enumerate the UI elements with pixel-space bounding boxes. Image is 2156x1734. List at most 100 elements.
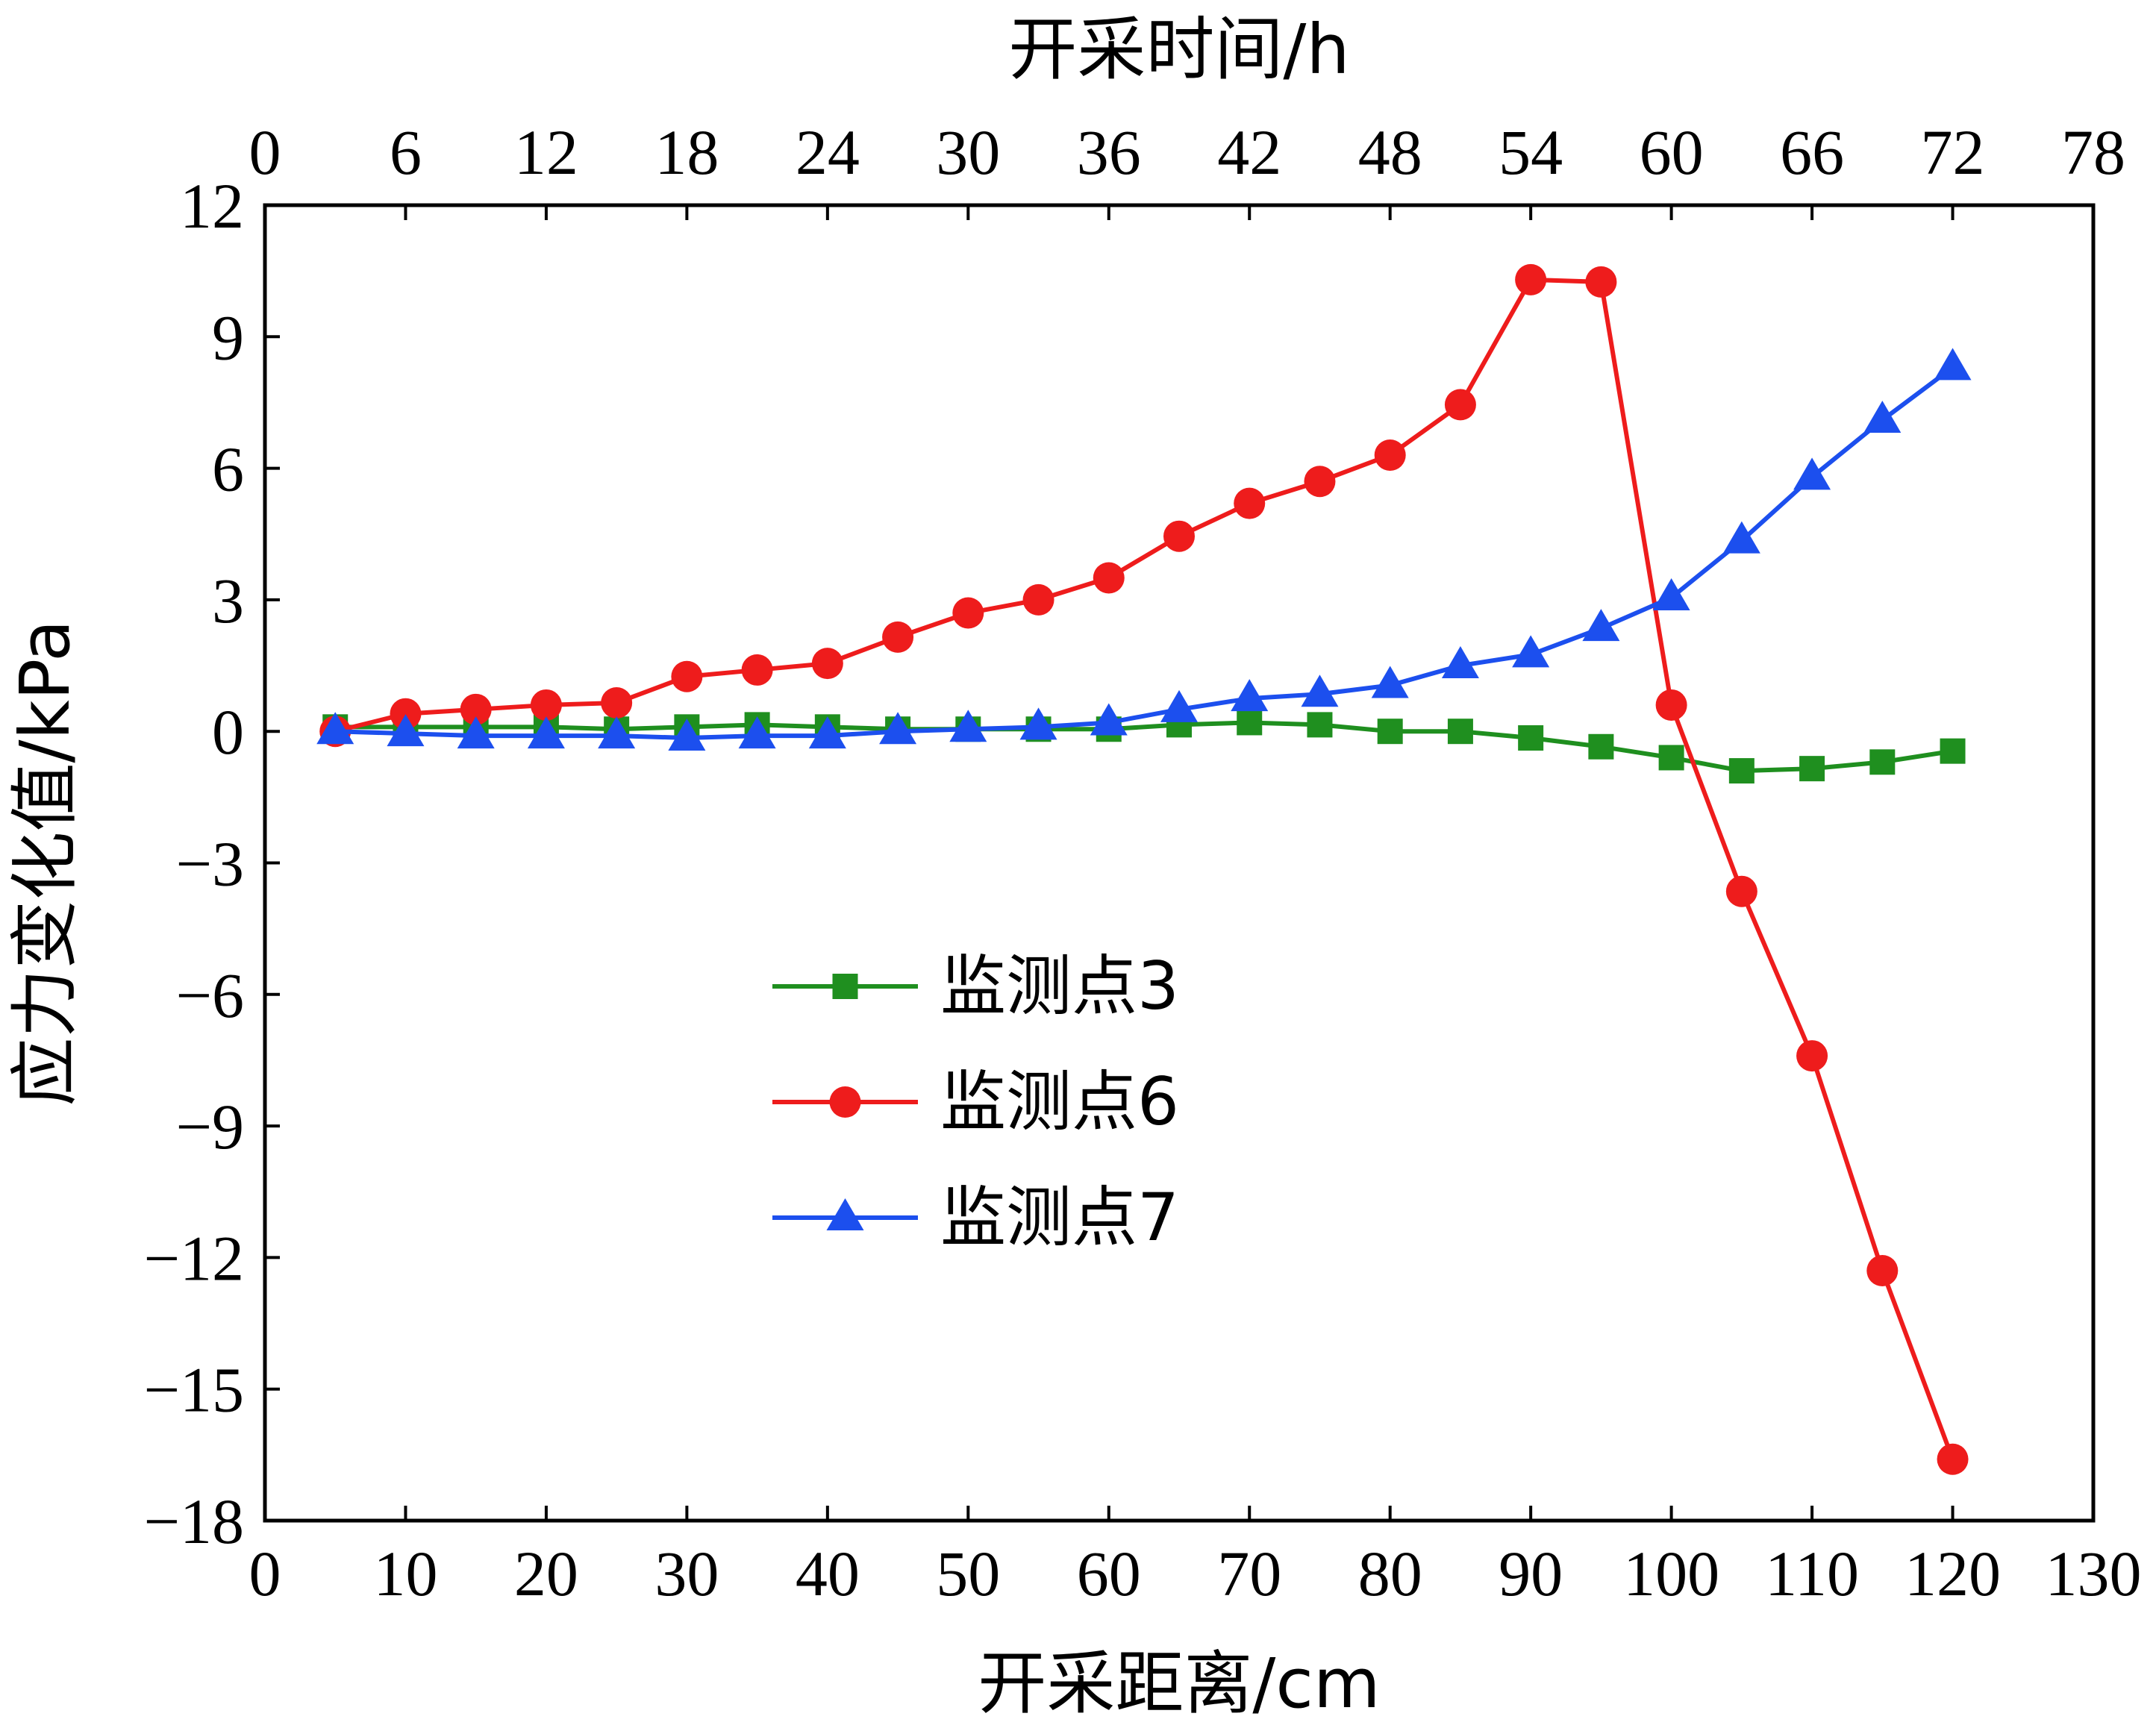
data-point: [1019, 707, 1057, 740]
data-point: [1374, 439, 1406, 471]
data-point: [1582, 609, 1620, 642]
x-tick-label: 0: [249, 1538, 281, 1609]
y-tick-label: −12: [143, 1222, 244, 1294]
y-tick-label: −3: [175, 828, 244, 900]
series-line: [335, 366, 1955, 741]
y-tick-label: 0: [212, 696, 244, 768]
y-tick-label: 12: [180, 170, 244, 242]
data-point: [387, 714, 425, 747]
y-tick-label: −6: [175, 960, 244, 1031]
data-point: [949, 710, 987, 742]
legend-label: 监测点7: [940, 1179, 1179, 1256]
x-tick-label: 130: [2046, 1538, 2142, 1609]
legend-label: 监测点3: [940, 948, 1179, 1024]
legend-marker: [832, 974, 858, 999]
legend: 监测点3 监测点6 监测点7: [772, 948, 1179, 1256]
y-axis-title: 应力变化值/kPa: [5, 620, 85, 1107]
data-point: [1234, 487, 1266, 519]
data-point: [1301, 674, 1339, 707]
data-point: [1725, 875, 1757, 907]
data-point: [1652, 578, 1690, 610]
data-point: [1377, 719, 1403, 745]
data-point: [1022, 583, 1054, 616]
x-tick-label: 30: [654, 1538, 719, 1609]
data-point: [457, 716, 495, 749]
x2-axis-title: 开采时间/h: [1008, 10, 1349, 90]
x-tick-label: 70: [1217, 1538, 1281, 1609]
y-tick-label: −18: [143, 1486, 244, 1557]
data-point: [671, 660, 703, 692]
x-tick-label: 90: [1499, 1538, 1563, 1609]
x-tick-label: 10: [373, 1538, 437, 1609]
data-point: [527, 716, 565, 749]
x2-tick-label: 24: [796, 116, 860, 188]
data-point: [1722, 521, 1760, 554]
data-point: [1304, 466, 1336, 498]
data-point: [1793, 457, 1831, 490]
data-point: [1163, 520, 1195, 552]
data-point: [1799, 756, 1825, 782]
ticks-layer: [263, 204, 2095, 1522]
data-point: [879, 712, 917, 745]
legend-marker: [826, 1198, 864, 1230]
data-point: [1863, 400, 1902, 433]
x2-tick-label: 18: [654, 116, 719, 188]
x-tick-label: 20: [514, 1538, 578, 1609]
data-point: [808, 716, 846, 749]
data-point: [811, 648, 843, 680]
data-point: [1869, 749, 1896, 775]
data-point: [1655, 689, 1687, 721]
x-tick-label: 100: [1623, 1538, 1719, 1609]
data-point: [1937, 1443, 1969, 1475]
data-point: [1307, 712, 1333, 738]
y-tick-label: 3: [212, 565, 244, 636]
data-point: [1934, 348, 1972, 381]
legend-item: 监测点6: [772, 1063, 1179, 1140]
data-point: [1588, 733, 1614, 760]
data-point: [1728, 758, 1755, 784]
legend-item: 监测点7: [772, 1179, 1179, 1256]
legend-item: 监测点3: [772, 948, 1179, 1024]
x2-tick-label: 12: [514, 116, 578, 188]
x2-tick-label: 78: [2061, 116, 2125, 188]
data-point: [316, 712, 354, 745]
data-point: [460, 693, 492, 725]
series-2: [319, 263, 1969, 1475]
data-point: [1444, 389, 1476, 421]
data-point: [952, 597, 984, 629]
data-point: [1658, 745, 1684, 771]
x2-tick-label: 48: [1358, 116, 1422, 188]
x2-tick-label: 6: [390, 116, 422, 188]
x-tick-label: 60: [1077, 1538, 1141, 1609]
x-tick-label: 120: [1905, 1538, 2001, 1609]
x2-tick-label: 42: [1217, 116, 1281, 188]
data-point: [390, 698, 422, 730]
data-point: [1237, 710, 1263, 736]
series-line: [334, 277, 1955, 1460]
data-point: [1940, 738, 1966, 764]
x2-tick-label: 36: [1077, 116, 1141, 188]
y-tick-label: 6: [212, 434, 244, 505]
data-point: [1371, 666, 1409, 698]
data-point: [1866, 1255, 1899, 1287]
data-point: [1447, 719, 1473, 745]
data-point: [598, 716, 636, 749]
x2-tick-label: 54: [1499, 116, 1563, 188]
plot-frame: [263, 203, 2096, 1523]
data-point: [1231, 679, 1269, 712]
series-3: [316, 348, 1972, 751]
x-tick-label: 40: [796, 1538, 860, 1609]
x2-tick-label: 66: [1780, 116, 1844, 188]
series-line: [335, 720, 1954, 774]
x2-tick-label: 72: [1921, 116, 1985, 188]
legend-marker: [829, 1086, 861, 1118]
data-point: [1160, 689, 1198, 722]
x-tick-label: 80: [1358, 1538, 1422, 1609]
data-point: [601, 687, 633, 719]
x-axis-title: 开采距离/cm: [978, 1644, 1380, 1724]
y-tick-label: 9: [212, 301, 244, 373]
x-tick-label: 110: [1765, 1538, 1859, 1609]
data-point: [1515, 263, 1547, 295]
data-point: [1441, 646, 1479, 679]
